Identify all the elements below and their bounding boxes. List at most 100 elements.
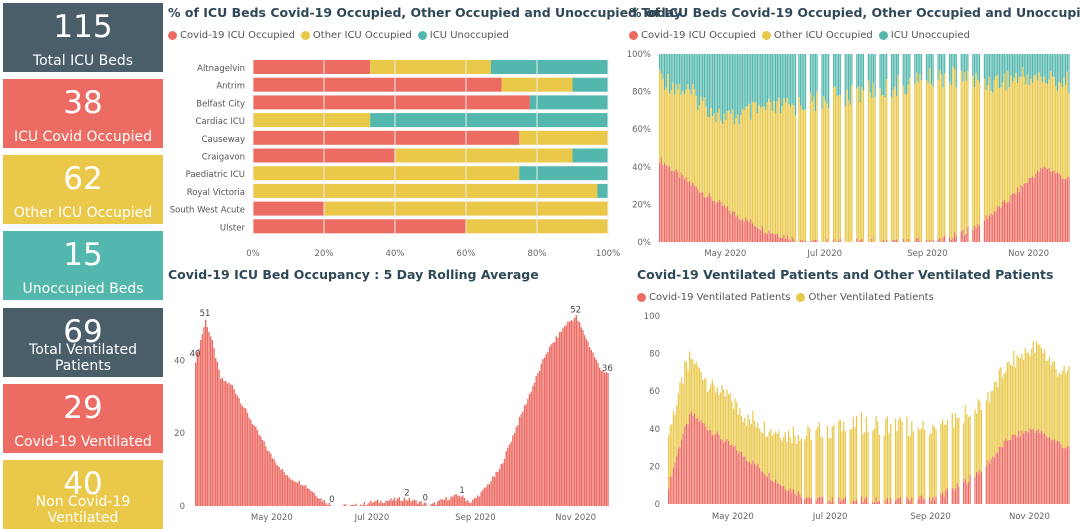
unoccupied-bar — [963, 54, 966, 72]
rolling-bar — [400, 500, 402, 506]
other-bar — [856, 88, 858, 239]
other-bar — [872, 82, 875, 242]
other-bar — [847, 100, 850, 242]
legend-item-other: Other ICU Occupied — [300, 30, 412, 41]
y-tick-label: 0 — [180, 502, 185, 512]
covid-vent-bar — [854, 500, 856, 504]
rolling-bar — [445, 496, 447, 506]
covid-vent-bar — [679, 446, 681, 504]
covid-bar — [793, 239, 795, 242]
rolling-bar — [275, 463, 277, 506]
unoccupied-bar — [1026, 54, 1029, 75]
other-vent-bar — [817, 427, 819, 499]
rolling-bar — [295, 481, 297, 506]
unoccupied-bar — [967, 54, 969, 71]
covid-vent-bar — [872, 501, 874, 504]
other-vent-bar — [702, 380, 704, 423]
covid-vent-bar — [1061, 448, 1064, 504]
covid-bar — [751, 223, 754, 242]
rolling-bar — [490, 480, 492, 506]
covid-bar — [663, 162, 666, 242]
other-vent-bar — [705, 378, 707, 427]
other-bar — [761, 106, 764, 226]
bar-segment — [253, 183, 598, 198]
unoccupied-bar — [789, 54, 792, 107]
other-bar — [667, 74, 669, 167]
covid-vent-bar — [757, 463, 759, 504]
other-bar — [960, 70, 962, 232]
other-bar — [798, 97, 800, 243]
other-vent-bar — [928, 434, 931, 498]
covid-vent-bar — [749, 461, 751, 504]
y-tick-label: 0 — [655, 500, 660, 510]
other-bar — [786, 98, 788, 236]
unoccupied-bar — [872, 54, 875, 83]
covid-bar — [1021, 187, 1024, 242]
other-vent-bar — [672, 410, 675, 468]
other-bar — [1046, 84, 1049, 169]
other-vent-bar — [898, 419, 900, 499]
covid-vent-bar — [689, 414, 691, 504]
unoccupied-bar — [927, 54, 929, 84]
rolling-bar — [328, 502, 330, 506]
rolling-bar — [276, 465, 279, 506]
unoccupied-bar — [731, 54, 734, 110]
ventilated-stacked-chart: 0 20 40 60 80 100 May 2020 Jul 2020 Sep 2020 Nov … — [644, 312, 1070, 522]
unoccupied-bar — [813, 54, 815, 97]
covid-bar — [919, 240, 921, 242]
kpi-tile[interactable]: 62 Other ICU Occupied — [3, 155, 163, 224]
unoccupied-bar — [1036, 54, 1039, 81]
kpi-tile[interactable]: 15 Unoccupied Beds — [3, 231, 163, 300]
covid-bar — [745, 217, 747, 242]
other-vent-bar — [1057, 376, 1059, 441]
covid-vent-bar — [719, 439, 722, 504]
other-bar — [944, 73, 946, 236]
other-bar — [1060, 83, 1062, 176]
other-bar — [833, 87, 835, 240]
other-vent-bar — [917, 427, 919, 500]
other-vent-bar — [951, 413, 953, 488]
other-vent-bar — [719, 392, 722, 440]
kpi-tile[interactable]: 38 ICU Covid Occupied — [3, 79, 163, 148]
covid-bar — [1053, 170, 1055, 242]
unoccupied-bar — [683, 54, 686, 95]
other-bar — [879, 88, 881, 242]
other-vent-bar — [920, 428, 923, 496]
other-bar — [995, 76, 997, 211]
other-vent-bar — [807, 425, 809, 497]
unoccupied-bar — [735, 54, 737, 119]
unoccupied-bar — [1002, 54, 1004, 83]
other-vent-bar — [792, 426, 795, 490]
covid-vent-bar — [745, 460, 748, 504]
kpi-tile[interactable]: 115 Total ICU Beds — [3, 3, 163, 72]
unoccupied-bar — [668, 54, 671, 94]
unoccupied-bar — [1065, 54, 1067, 86]
ventilated-chart-legend: Covid-19 Ventilated Patients Other Venti… — [637, 292, 940, 303]
other-vent-bar — [826, 425, 829, 504]
covid-bar — [1016, 187, 1019, 242]
kpi-tile[interactable]: 69 Total Ventilated Patients — [3, 308, 163, 377]
other-bar — [789, 106, 792, 242]
unoccupied-bar — [809, 54, 812, 93]
covid-bar — [670, 171, 672, 242]
other-bar — [930, 83, 933, 242]
ventilated-chart-title: Covid-19 Ventilated Patients and Other V… — [637, 267, 1054, 282]
legend-label: Other Ventilated Patients — [808, 292, 934, 303]
covid-bar — [1007, 202, 1009, 242]
covid-bar — [662, 165, 664, 242]
kpi-tile[interactable]: 40 Non Covid-19 Ventilated — [3, 460, 163, 529]
other-vent-bar — [998, 369, 1000, 447]
other-bar — [894, 86, 896, 240]
rolling-bar — [241, 405, 244, 506]
unoccupied-bar — [803, 54, 805, 111]
rolling-bar — [366, 504, 369, 506]
other-bar — [1023, 76, 1025, 184]
rolling-bar — [221, 377, 224, 506]
legend-item-covid: Covid-19 ICU Occupied — [629, 30, 756, 41]
unoccupied-bar — [798, 54, 800, 98]
kpi-tile[interactable]: 29 Covid-19 Ventilated — [3, 384, 163, 453]
rolling-bar — [343, 504, 345, 506]
unoccupied-bar — [998, 54, 1000, 88]
other-bar — [886, 79, 888, 240]
rolling-bar — [455, 494, 457, 506]
